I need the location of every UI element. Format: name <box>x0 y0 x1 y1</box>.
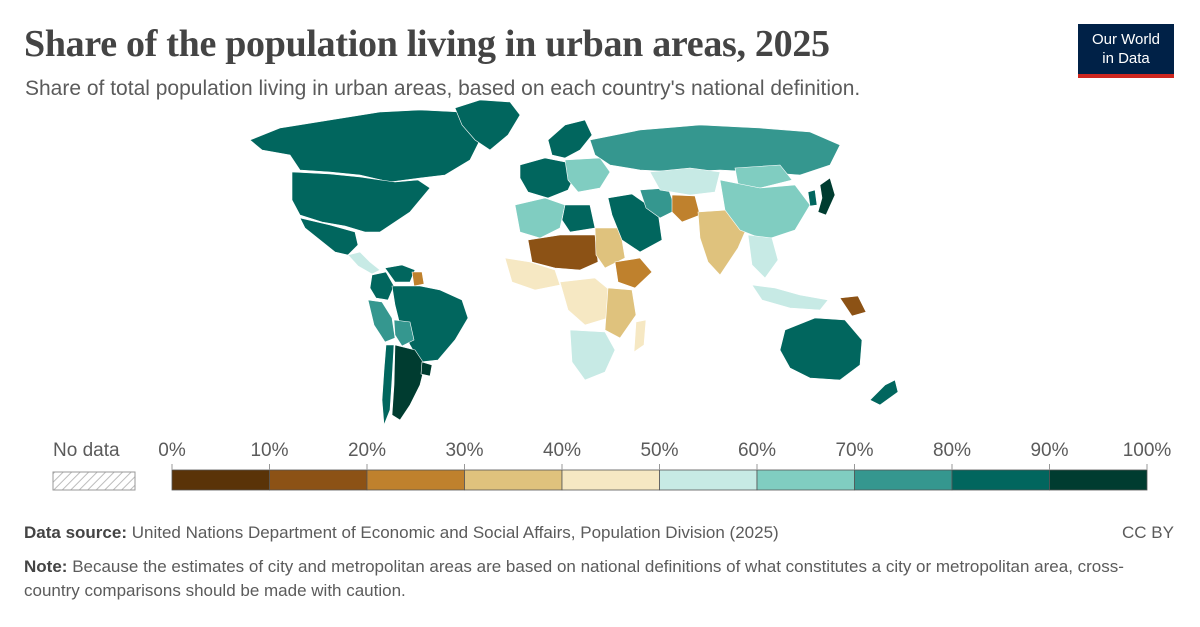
legend-bin-10-20[interactable] <box>269 469 368 491</box>
region-china[interactable] <box>719 179 811 241</box>
region-greenland[interactable] <box>454 99 521 151</box>
no-data-label: No data <box>53 440 120 461</box>
color-legend <box>52 464 1148 491</box>
legend-tick-label: 90% <box>1030 440 1069 461</box>
data-source-text[interactable]: United Nations Department of Economic an… <box>131 523 779 542</box>
legend-bin-60-70[interactable] <box>756 469 855 491</box>
legend-tick-label: 20% <box>347 440 387 461</box>
legend-bin-40-50[interactable] <box>561 469 660 491</box>
region-indonesia[interactable] <box>751 284 829 311</box>
region-canada[interactable] <box>249 107 506 183</box>
region-japan[interactable] <box>817 177 836 216</box>
region-peru[interactable] <box>367 299 396 343</box>
legend-tick-label: 100% <box>1122 440 1172 461</box>
logo-line-1: Our World <box>1091 31 1161 48</box>
region-sahel[interactable] <box>527 234 599 271</box>
region-libya[interactable] <box>561 204 596 233</box>
legend-tick-label: 50% <box>640 440 679 461</box>
note-text: Because the estimates of city and metrop… <box>24 557 1124 600</box>
region-afghanistan[interactable] <box>671 194 701 223</box>
region-west-africa[interactable] <box>504 257 561 291</box>
legend-bin-30-40[interactable] <box>464 469 563 491</box>
region-western-europe[interactable] <box>519 157 576 199</box>
footer-note: Note: Because the estimates of city and … <box>24 555 1154 603</box>
region-uruguay[interactable] <box>420 361 433 377</box>
region-madagascar[interactable] <box>633 319 647 353</box>
region-scandinavia[interactable] <box>547 119 593 159</box>
region-central-asia[interactable] <box>649 167 721 196</box>
region-central-america[interactable] <box>347 251 381 275</box>
region-eastern-europe[interactable] <box>564 157 611 193</box>
region-east-africa[interactable] <box>604 287 637 339</box>
legend-bin-0-10[interactable] <box>171 469 270 491</box>
legend-tick-label: 70% <box>835 440 874 461</box>
legend-tick-label: 60% <box>737 440 777 461</box>
world-map <box>249 99 899 426</box>
region-korea[interactable] <box>807 189 818 207</box>
legend-bin-20-30[interactable] <box>366 469 465 491</box>
region-russia[interactable] <box>589 124 841 176</box>
data-source-label: Data source: <box>24 523 127 542</box>
no-data-swatch[interactable] <box>52 471 136 491</box>
legend-tick-label: 0% <box>158 440 186 461</box>
region-southeast-asia[interactable] <box>747 234 779 279</box>
legend-tick-label: 10% <box>250 440 289 461</box>
chart-title: Share of the population living in urban … <box>24 23 830 65</box>
data-source: Data source: United Nations Department o… <box>24 523 779 543</box>
region-ethiopia[interactable] <box>614 257 653 289</box>
license-link[interactable]: CC BY <box>1122 523 1174 542</box>
legend-tick-label: 30% <box>445 440 484 461</box>
region-mongolia[interactable] <box>734 164 793 189</box>
region-north-africa[interactable] <box>514 197 566 239</box>
region-colombia[interactable] <box>369 271 395 301</box>
logo-line-2: in Data <box>1102 50 1150 67</box>
legend-tick-label: 80% <box>932 440 972 461</box>
region-guyana[interactable] <box>411 271 425 287</box>
legend-bin-80-90[interactable] <box>951 469 1050 491</box>
region-bolivia[interactable] <box>393 319 415 347</box>
owid-logo[interactable]: Our World in Data <box>1078 24 1174 78</box>
region-argentina[interactable] <box>391 344 426 421</box>
region-chile[interactable] <box>381 344 395 426</box>
legend-tick-label: 40% <box>542 440 582 461</box>
note-label: Note: <box>24 557 68 576</box>
region-central-africa[interactable] <box>559 277 613 326</box>
chart-subtitle: Share of total population living in urba… <box>25 77 861 100</box>
legend-bin-90-100[interactable] <box>1049 469 1148 491</box>
region-southern-africa[interactable] <box>569 329 616 381</box>
region-united-states[interactable] <box>291 171 431 233</box>
legend-bin-70-80[interactable] <box>854 469 953 491</box>
region-papua-new-guinea[interactable] <box>839 295 867 317</box>
region-australia[interactable] <box>779 317 863 381</box>
legend-bin-50-60[interactable] <box>659 469 758 491</box>
region-new-zealand[interactable] <box>869 379 899 406</box>
